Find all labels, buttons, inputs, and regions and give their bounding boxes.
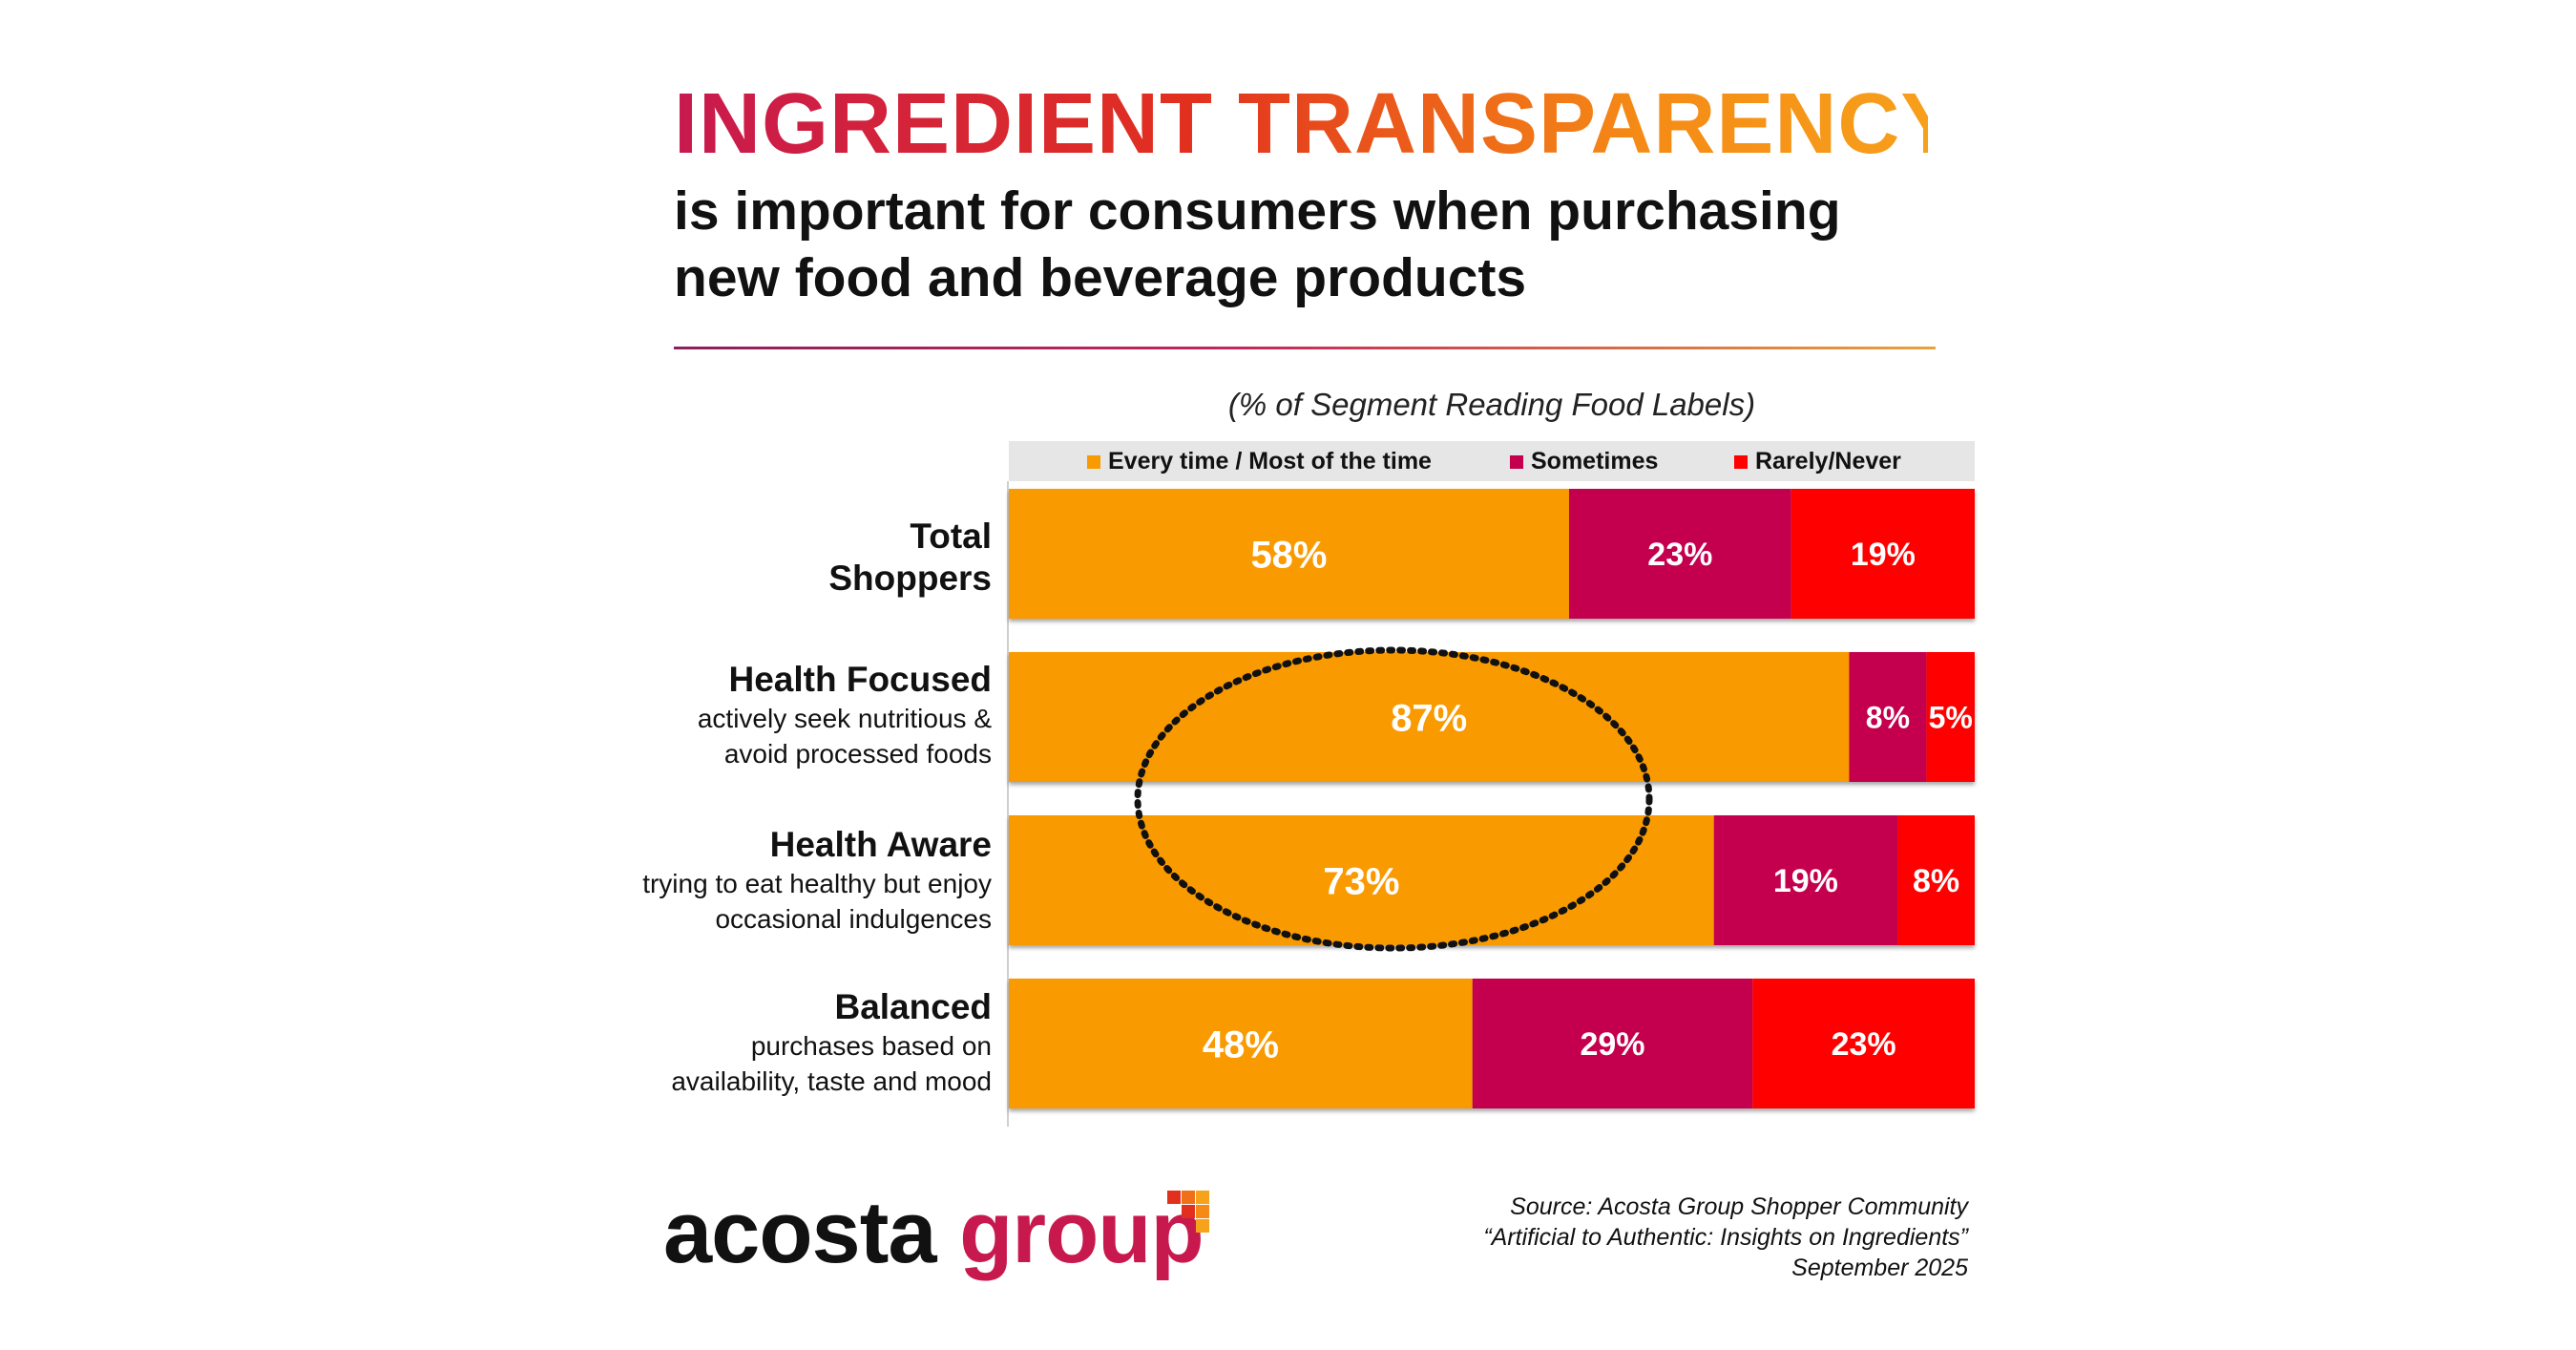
data-label-health-aware-every-time-most-of-the-time: 73%: [1323, 860, 1399, 902]
source-line-2: “Artificial to Authentic: Insights on In…: [1483, 1224, 1968, 1251]
legend-swatch-every-time: [1087, 455, 1100, 469]
category-desc-health-aware-line-1: trying to eat healthy but enjoy: [642, 869, 992, 898]
category-axis-line: [1007, 481, 1009, 1127]
bar-segment-balanced-every-time-most-of-the-time: [1009, 979, 1473, 1108]
category-label-total-shoppers: Total Shoppers: [828, 516, 992, 600]
category-label-balanced: Balanced purchases based on availability…: [671, 986, 992, 1099]
bar-segment-health-aware-sometimes: [1713, 815, 1898, 945]
source-line-1: Source: Acosta Group Shopper Community: [1510, 1193, 1968, 1220]
data-label-health-focused-rarely-never: 5%: [1929, 701, 1973, 735]
legend-label-every-time: Every time / Most of the time: [1108, 448, 1432, 475]
logo-pixel-mark-icon: [1167, 1191, 1209, 1233]
data-label-total-shoppers-sometimes: 23%: [1647, 537, 1712, 573]
category-title-total-line-1: Total: [910, 517, 992, 556]
data-label-balanced-rarely-never: 23%: [1832, 1026, 1896, 1063]
source-note: Source: Acosta Group Shopper Community “…: [1483, 1192, 1968, 1283]
bar-segment-total-shoppers-sometimes: [1568, 489, 1791, 619]
bar-segment-balanced-sometimes: [1472, 979, 1753, 1108]
title-divider: [674, 347, 1936, 349]
chart-legend: Every time / Most of the time Sometimes …: [1009, 441, 1975, 481]
bar-segment-health-aware-rarely-never: [1897, 815, 1975, 945]
bar-segment-health-focused-sometimes: [1849, 652, 1927, 782]
logo-word-acosta: acosta: [663, 1184, 936, 1281]
legend-swatch-rarely: [1734, 455, 1748, 469]
legend-swatch-sometimes: [1510, 455, 1523, 469]
bar-group-health-focused: [1009, 652, 1975, 782]
chart-subtitle: (% of Segment Reading Food Labels): [1227, 387, 1756, 422]
data-label-health-focused-every-time-most-of-the-time: 87%: [1391, 697, 1467, 739]
bar-segment-balanced-rarely-never: [1752, 979, 1975, 1108]
page-title-text: INGREDIENT TRANSPARENCY: [674, 76, 1928, 172]
bar-group-balanced: [1009, 979, 1975, 1108]
bar-segment-total-shoppers-every-time-most-of-the-time: [1009, 489, 1569, 619]
page-title: INGREDIENT TRANSPARENCY: [674, 76, 1928, 172]
legend-item-rarely: Rarely/Never: [1734, 441, 1901, 481]
page-subtitle: is important for consumers when purchasi…: [674, 178, 1841, 311]
acosta-group-logo: acosta group: [663, 1189, 1204, 1276]
category-desc-health-aware-line-2: occasional indulgences: [715, 904, 992, 934]
data-label-balanced-every-time-most-of-the-time: 48%: [1203, 1023, 1279, 1065]
data-label-balanced-sometimes: 29%: [1580, 1026, 1644, 1063]
category-title-health-aware: Health Aware: [769, 825, 992, 864]
legend-label-sometimes: Sometimes: [1531, 448, 1659, 475]
category-desc-health-focused-line-1: actively seek nutritious &: [697, 704, 992, 733]
category-desc-health-focused-line-2: avoid processed foods: [723, 739, 992, 769]
bar-group-health-aware: [1009, 815, 1975, 945]
bar-group-total-shoppers: [1009, 489, 1975, 619]
source-line-3: September 2025: [1791, 1255, 1968, 1281]
data-label-health-focused-sometimes: 8%: [1866, 701, 1910, 735]
bar-segment-health-focused-rarely-never: [1926, 652, 1975, 782]
category-label-health-focused: Health Focused actively seek nutritious …: [698, 659, 992, 771]
legend-item-sometimes: Sometimes: [1510, 441, 1658, 481]
logo-word-group: group: [959, 1184, 1204, 1281]
legend-item-every-time: Every time / Most of the time: [1087, 441, 1432, 481]
bar-segment-health-aware-every-time-most-of-the-time: [1009, 815, 1714, 945]
data-label-health-aware-sometimes: 19%: [1773, 863, 1838, 899]
category-desc-balanced-line-1: purchases based on: [750, 1031, 992, 1061]
category-title-total-line-2: Shoppers: [828, 559, 992, 598]
page-subtitle-line-1: is important for consumers when purchasi…: [674, 180, 1841, 242]
page-subtitle-line-2: new food and beverage products: [674, 247, 1527, 308]
data-label-total-shoppers-every-time-most-of-the-time: 58%: [1250, 534, 1327, 576]
category-label-health-aware: Health Aware trying to eat healthy but e…: [642, 824, 992, 937]
data-label-health-aware-rarely-never: 8%: [1913, 863, 1959, 899]
highlight-dotted-ellipse: [1134, 646, 1653, 952]
category-title-health-focused: Health Focused: [728, 660, 993, 699]
legend-label-rarely: Rarely/Never: [1755, 448, 1901, 475]
category-desc-balanced-line-2: availability, taste and mood: [671, 1066, 992, 1096]
data-label-total-shoppers-rarely-never: 19%: [1851, 537, 1916, 573]
category-title-balanced: Balanced: [834, 987, 992, 1026]
bar-segment-total-shoppers-rarely-never: [1791, 489, 1975, 619]
